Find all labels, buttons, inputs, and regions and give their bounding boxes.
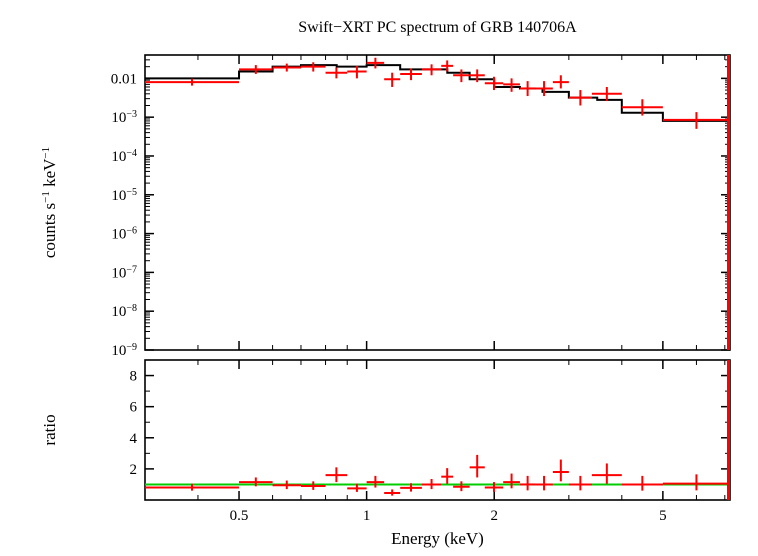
x-tick-label: 1	[363, 508, 371, 524]
chart-title: Swift−XRT PC spectrum of GRB 140706A	[298, 19, 577, 36]
chart-svg: Swift−XRT PC spectrum of GRB 140706A 0.5 1…	[0, 0, 758, 556]
x-tick-label: 2	[490, 508, 498, 524]
spectrum-figure: Swift−XRT PC spectrum of GRB 140706A 0.5 1…	[0, 0, 758, 556]
x-tick-label: 0.5	[230, 508, 249, 524]
y-tick-label-bottom: 2	[130, 462, 138, 478]
y-tick-label-bottom: 4	[130, 431, 138, 447]
y-tick-label-bottom: 8	[130, 369, 138, 385]
x-axis-label: Energy (keV)	[391, 529, 484, 548]
y-axis-label-bottom: ratio	[40, 414, 59, 445]
y-tick-label-bottom: 6	[130, 400, 138, 416]
x-tick-label: 5	[659, 508, 667, 524]
y-tick-label-top: 0.01	[111, 71, 137, 87]
